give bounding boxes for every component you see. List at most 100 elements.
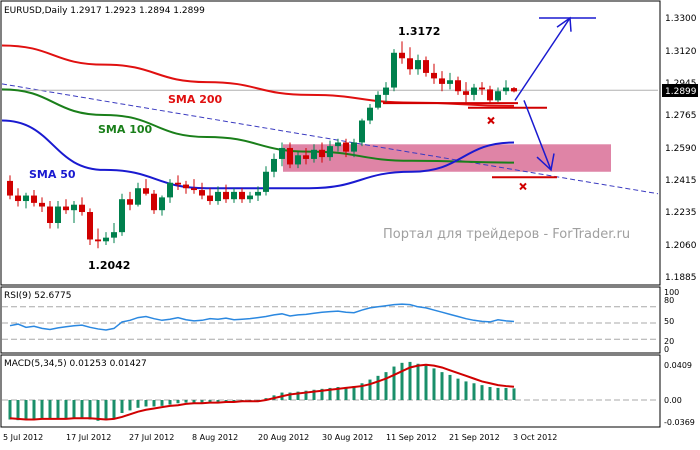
time-tick-label: 5 Jul 2012 xyxy=(3,433,43,442)
candle-body xyxy=(23,195,29,202)
candle-body xyxy=(359,120,365,143)
macd-bar xyxy=(488,386,492,400)
macd-bar xyxy=(320,388,324,400)
macd-bar xyxy=(112,400,116,419)
macd-signal-line xyxy=(9,363,515,421)
macd-bar xyxy=(504,387,508,400)
price-axis: 1.3300 1.3120 1.2945 1.2765 1.2590 1.241… xyxy=(665,14,697,283)
time-tick-label: 11 Sep 2012 xyxy=(386,433,437,442)
price-tick-label: 1.3120 xyxy=(665,47,697,57)
candle-body xyxy=(431,72,437,79)
sma200-label: SMA 200 xyxy=(168,93,223,106)
candle-body xyxy=(479,87,485,90)
macd-bar xyxy=(232,400,236,402)
macd-bar xyxy=(192,400,196,403)
macd-bar xyxy=(296,391,300,400)
macd-bar xyxy=(208,400,212,403)
time-tick-label: 27 Jul 2012 xyxy=(129,433,174,442)
rsi-tick-label: 0 xyxy=(664,345,669,354)
macd-bar xyxy=(336,386,340,400)
candle-body xyxy=(159,197,165,211)
macd-bar xyxy=(168,400,172,405)
macd-axis: 0.0409 0.00 -0.0369 xyxy=(664,361,695,427)
sma100-label: SMA 100 xyxy=(98,123,153,136)
candle-body xyxy=(303,155,309,159)
price-tick-label: 1.2235 xyxy=(665,208,697,218)
macd-bar xyxy=(424,365,428,400)
macd-bar xyxy=(32,400,36,419)
rsi-tick-label: 50 xyxy=(664,317,674,326)
bearish-arrow xyxy=(523,100,552,171)
rsi-panel-header: RSI(9) 52.6775 xyxy=(4,291,71,301)
candle-body xyxy=(191,188,197,191)
cross-mark xyxy=(487,116,495,125)
price-tick-label: 1.2415 xyxy=(665,176,697,186)
candle-body xyxy=(391,52,397,88)
macd-tick-label: 0.00 xyxy=(664,396,682,405)
watermark: Портал для трейдеров - ForTrader.ru xyxy=(383,227,630,242)
macd-bar xyxy=(128,400,132,411)
macd-bar xyxy=(432,368,436,400)
macd-bar xyxy=(8,400,12,420)
macd-bar xyxy=(136,400,140,408)
candle-body xyxy=(103,237,109,242)
candle-body xyxy=(87,212,93,240)
candle-body xyxy=(79,204,85,213)
candle-body xyxy=(455,80,461,92)
candle-body xyxy=(71,204,77,211)
macd-panel-header: MACD(5,34,5) 0.01253 0.01427 xyxy=(4,359,147,369)
candle-body xyxy=(367,107,373,121)
candle-body xyxy=(311,149,317,159)
candle-body xyxy=(175,182,181,185)
candle-body xyxy=(119,199,125,233)
candle-body xyxy=(343,142,349,152)
macd-bar xyxy=(144,400,148,407)
time-tick-label: 21 Sep 2012 xyxy=(449,433,500,442)
candle-body xyxy=(503,87,509,92)
candle-body xyxy=(287,147,293,165)
macd-bar xyxy=(352,386,356,400)
candle-body xyxy=(15,195,21,202)
macd-bar xyxy=(360,383,364,400)
candle-body xyxy=(215,191,221,202)
macd-bar xyxy=(64,400,68,419)
time-tick-label: 20 Aug 2012 xyxy=(258,433,309,442)
macd-bar xyxy=(496,387,500,400)
price-tick-label: 1.3300 xyxy=(665,14,697,24)
macd-bar xyxy=(288,392,292,400)
candle-body xyxy=(247,195,253,200)
macd-bar xyxy=(72,400,76,418)
candle-body xyxy=(511,88,517,92)
macd-tick-label: 0.0409 xyxy=(664,361,692,370)
candle-body xyxy=(383,87,389,95)
candle-body xyxy=(95,239,101,242)
macd-bar xyxy=(96,400,100,421)
trendline xyxy=(1,83,659,195)
candle-body xyxy=(351,142,357,152)
macd-bar xyxy=(88,400,92,420)
candle-body xyxy=(143,188,149,194)
macd-bar xyxy=(48,400,52,420)
arrow-head xyxy=(556,16,572,32)
candle-body xyxy=(407,58,413,70)
macd-bar xyxy=(392,366,396,400)
candle-body xyxy=(127,199,133,205)
candle-body xyxy=(47,206,53,224)
sma50-label: SMA 50 xyxy=(29,168,76,181)
macd-bar xyxy=(512,388,516,400)
macd-bar xyxy=(40,400,44,419)
rsi-panel xyxy=(0,286,661,354)
rsi-tick-label: 80 xyxy=(664,296,674,305)
candle-body xyxy=(495,91,501,101)
candle-body xyxy=(223,191,229,200)
candle-body xyxy=(7,180,13,196)
candle-body xyxy=(463,91,469,95)
candle-body xyxy=(295,155,301,165)
rsi-axis: 100 80 50 20 0 xyxy=(664,288,679,354)
macd-layer xyxy=(2,361,658,421)
macd-bar xyxy=(152,400,156,407)
macd-bar xyxy=(16,400,20,421)
candle-body xyxy=(439,78,445,84)
sma50-line xyxy=(1,119,515,190)
